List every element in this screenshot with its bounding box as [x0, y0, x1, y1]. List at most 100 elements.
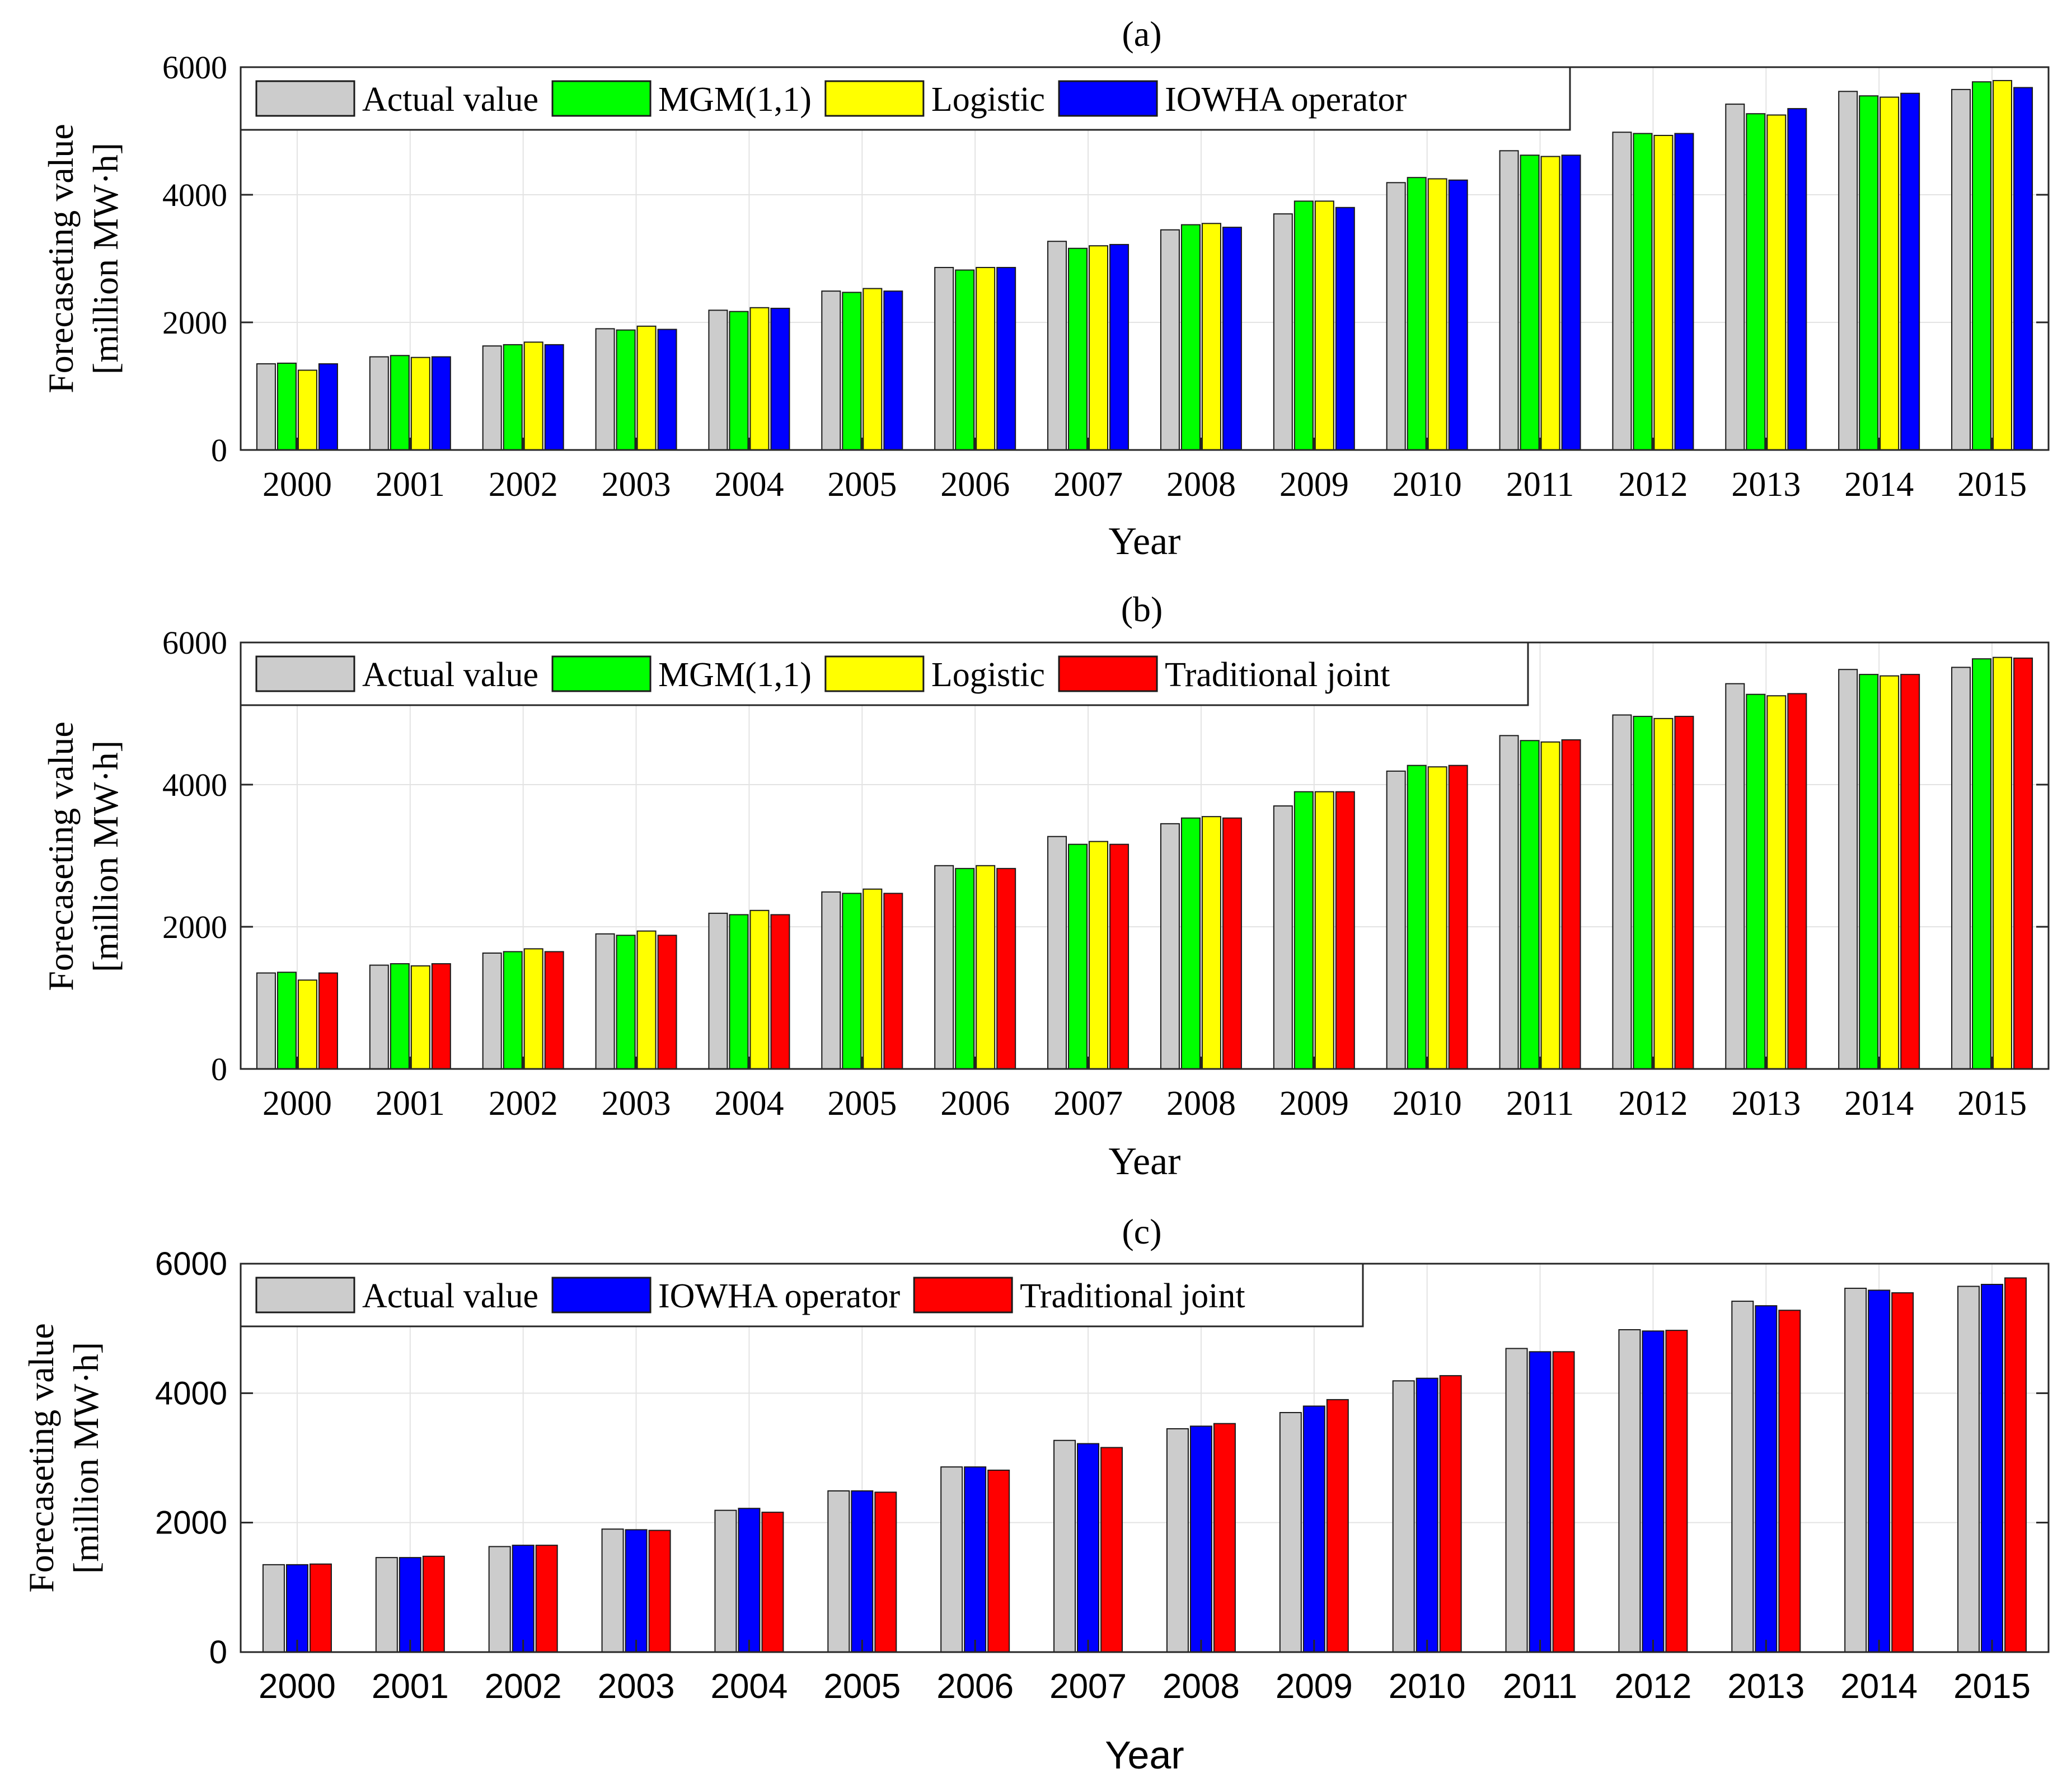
bar-actual-value-2002: [488, 1546, 511, 1653]
bar-traditional-joint-2014: [1891, 1292, 1914, 1653]
bar-actual-value-2004: [708, 309, 728, 451]
x-tick-label: 2015: [1957, 1085, 2027, 1123]
bar-traditional-joint-2000: [309, 1563, 332, 1653]
x-tick-label: 2004: [710, 1667, 788, 1706]
x-tick-label: 2009: [1279, 466, 1349, 504]
bar-traditional-joint-2005: [883, 893, 903, 1069]
bar-actual-value-2000: [256, 972, 276, 1069]
y-tick-label: 6000: [162, 625, 227, 661]
bar-logistic-2003: [636, 930, 657, 1069]
x-tick-label: 2011: [1506, 1085, 1574, 1123]
bar-actual-value-2007: [1047, 836, 1067, 1069]
bar-logistic-2002: [523, 948, 543, 1069]
legend-box: [240, 66, 1571, 131]
x-tick-label: 2014: [1844, 1085, 1914, 1123]
bar-logistic-2010: [1427, 178, 1447, 451]
x-tick-label: 2006: [936, 1667, 1014, 1706]
legend-swatch: [913, 1277, 1013, 1313]
x-tick-label: 2013: [1727, 1667, 1804, 1706]
bar-logistic-2009: [1314, 791, 1334, 1069]
bar-iowha-operator-2011: [1529, 1351, 1552, 1653]
bar-actual-value-2015: [1951, 667, 1971, 1069]
legend-label: MGM(1,1): [658, 81, 812, 119]
x-tick-label: 2011: [1506, 466, 1574, 504]
bar-iowha-operator-2014: [1900, 92, 1920, 451]
x-ticks: 2000 2001 2002 2003 2004 2005 2006 2007 2008 2009…: [263, 1057, 2027, 1123]
bar-logistic-2012: [1653, 717, 1674, 1069]
bar-actual-value-2009: [1273, 213, 1293, 451]
x-tick-label: 2012: [1618, 466, 1688, 504]
bar-iowha-operator-2005: [883, 290, 903, 451]
x-tick-label: 2007: [1053, 466, 1123, 504]
bar-logistic-2007: [1089, 245, 1109, 451]
x-tick-label: 2002: [489, 1085, 558, 1123]
bar-iowha-operator-2002: [544, 344, 564, 451]
bar-actual-value-2010: [1386, 770, 1406, 1069]
bar-logistic-2001: [410, 965, 430, 1069]
x-ticks: 2000 2001 2002 2003 2004 2005 2006 2007 2008 2009…: [259, 1640, 2031, 1706]
bar-mgm-1-1-2004: [729, 311, 749, 451]
bar-traditional-joint-2010: [1439, 1375, 1462, 1653]
x-tick-label: 2009: [1276, 1667, 1353, 1706]
x-tick-label: 2006: [940, 466, 1010, 504]
bar-iowha-operator-2008: [1222, 227, 1242, 451]
bar-logistic-2014: [1879, 96, 1900, 451]
bar-mgm-1-1-2006: [955, 269, 975, 451]
bar-mgm-1-1-2000: [276, 972, 297, 1070]
bar-traditional-joint-2003: [648, 1530, 671, 1653]
legend-label: IOWHA operator: [1165, 81, 1407, 119]
legend-swatch: [255, 80, 355, 117]
x-tick-label: 2006: [940, 1085, 1010, 1123]
bar-iowha-operator-2001: [431, 356, 451, 451]
bar-iowha-operator-2009: [1335, 207, 1355, 451]
x-tick-label: 2003: [602, 466, 671, 504]
y-tick-label: 4000: [162, 767, 227, 803]
x-tick-label: 2014: [1840, 1667, 1918, 1706]
bar-logistic-2004: [749, 909, 770, 1069]
legend-label: Actual value: [362, 1277, 538, 1315]
bar-iowha-operator-2013: [1755, 1305, 1778, 1653]
bar-iowha-operator-2003: [625, 1529, 648, 1653]
bar-actual-value-2003: [595, 933, 615, 1070]
bar-actual-value-2011: [1505, 1348, 1528, 1653]
x-tick-label: 2002: [489, 466, 558, 504]
x-tick-label: 2008: [1166, 466, 1236, 504]
bar-actual-value-2011: [1499, 735, 1519, 1069]
bar-iowha-operator-2012: [1674, 133, 1694, 451]
bar-actual-value-2009: [1273, 805, 1293, 1069]
bar-traditional-joint-2003: [657, 935, 677, 1069]
bar-logistic-2015: [1993, 656, 2013, 1070]
bar-actual-value-2005: [821, 290, 841, 451]
bar-iowha-operator-2010: [1416, 1377, 1438, 1653]
legend-label: Logistic: [931, 656, 1045, 694]
bar-actual-value-2002: [482, 345, 502, 451]
legend-swatch: [255, 655, 355, 692]
bar-logistic-2008: [1201, 816, 1221, 1069]
x-tick-label: 2011: [1503, 1667, 1577, 1706]
bar-traditional-joint-2006: [987, 1469, 1010, 1653]
y-axis-label-line1: Forecaseting value: [41, 721, 81, 991]
legend-label: IOWHA operator: [658, 1277, 900, 1315]
bar-mgm-1-1-2004: [729, 914, 749, 1069]
bar-mgm-1-1-2012: [1633, 133, 1653, 451]
bar-iowha-operator-2007: [1109, 243, 1129, 451]
x-tick-label: 2001: [376, 466, 445, 504]
x-tick-label: 2007: [1053, 1085, 1123, 1123]
x-tick-label: 2005: [827, 1085, 897, 1123]
bar-actual-value-2010: [1386, 182, 1406, 451]
x-tick-label: 2010: [1389, 1667, 1466, 1706]
bar-actual-value-2007: [1047, 241, 1067, 451]
bar-iowha-operator-2000: [285, 1564, 308, 1653]
bar-logistic-2007: [1089, 841, 1109, 1069]
y-tick-label: 4000: [162, 177, 227, 213]
bar-actual-value-2014: [1838, 91, 1858, 451]
bar-actual-value-2000: [256, 363, 276, 451]
legend: Actual value MGM(1,1) Logistic Traditional …: [240, 641, 1529, 706]
x-tick-label: 2004: [714, 1085, 784, 1123]
bar-mgm-1-1-2010: [1407, 764, 1427, 1069]
grid-lines: [241, 67, 2049, 450]
bar-iowha-operator-2006: [996, 266, 1016, 451]
bar-mgm-1-1-2001: [390, 963, 410, 1069]
